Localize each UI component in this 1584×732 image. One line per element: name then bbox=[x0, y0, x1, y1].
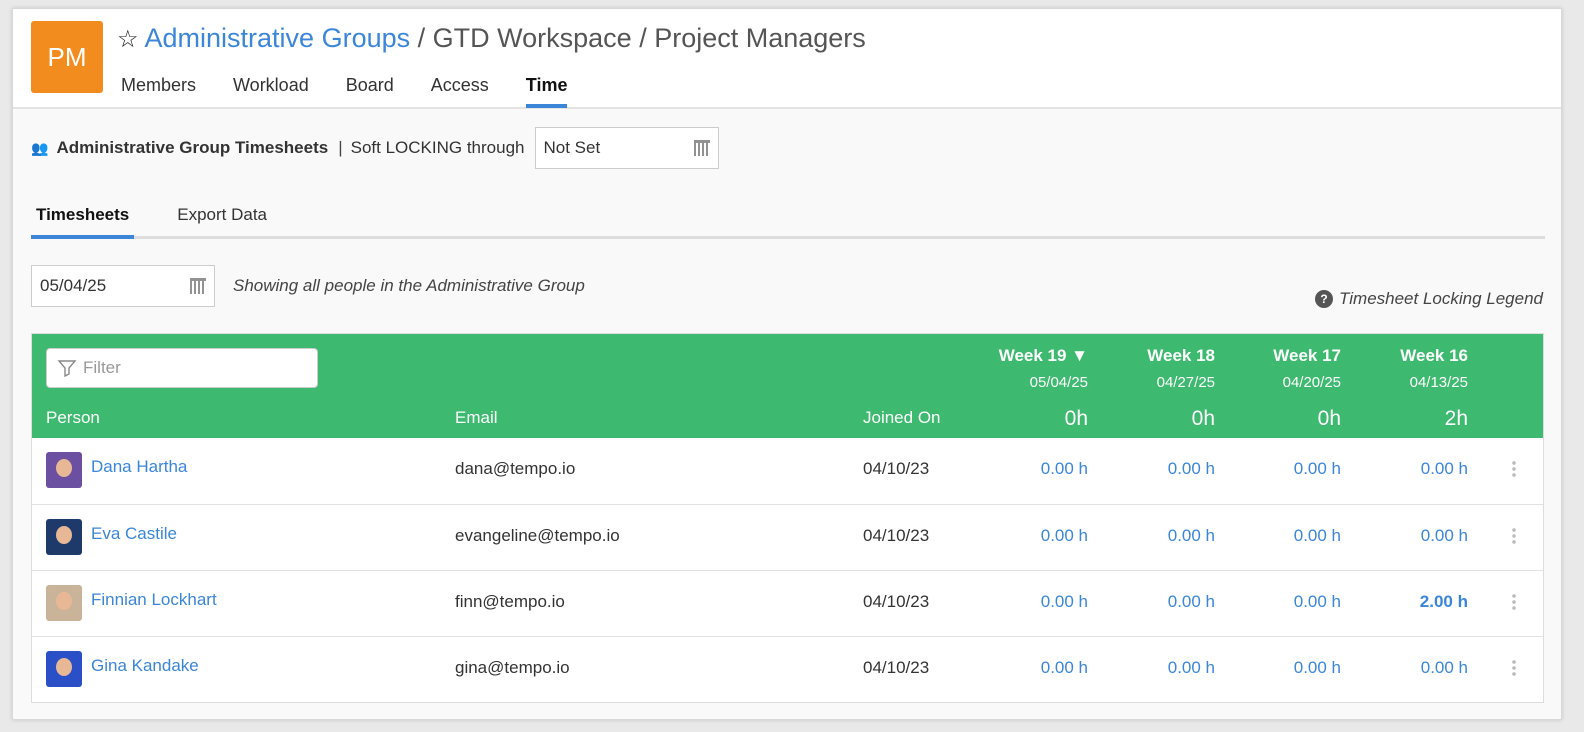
hours-cell[interactable]: 0.00 h bbox=[1293, 592, 1341, 611]
breadcrumb-administrative-groups[interactable]: Administrative Groups bbox=[144, 23, 411, 53]
hours-cell[interactable]: 2.00 h bbox=[1419, 592, 1468, 611]
column-week[interactable]: Week 16 04/13/25 2h bbox=[1328, 346, 1468, 431]
person-name-link[interactable]: Finnian Lockhart bbox=[91, 590, 217, 609]
locking-legend-link[interactable]: ? Timesheet Locking Legend bbox=[1315, 289, 1543, 309]
hours-cell[interactable]: 0.00 h bbox=[1293, 526, 1341, 545]
week-total: 0h bbox=[1191, 407, 1215, 430]
week-name: Week 17 bbox=[1273, 346, 1341, 365]
tab-access[interactable]: Access bbox=[430, 75, 489, 95]
group-logo: PM bbox=[31, 21, 103, 93]
week-total: 0h bbox=[1064, 407, 1088, 430]
week-date-input[interactable]: 05/04/25 bbox=[31, 265, 215, 307]
hours-cell[interactable]: 0.00 h bbox=[1420, 526, 1468, 545]
hours-cell[interactable]: 0.00 h bbox=[1167, 526, 1215, 545]
locking-bar: 👥 Administrative Group Timesheets | Soft… bbox=[31, 127, 719, 169]
hours-cell[interactable]: 0.00 h bbox=[1040, 592, 1088, 611]
showing-note: Showing all people in the Administrative… bbox=[233, 276, 585, 295]
hours-cell[interactable]: 0.00 h bbox=[1167, 592, 1215, 611]
email: finn@tempo.io bbox=[455, 592, 565, 611]
email: dana@tempo.io bbox=[455, 459, 576, 478]
calendar-icon[interactable] bbox=[693, 140, 710, 156]
sub-tabs: Timesheets Export Data bbox=[31, 197, 1545, 239]
timesheets-title: Administrative Group Timesheets bbox=[56, 138, 329, 157]
more-options-icon[interactable] bbox=[1512, 527, 1516, 545]
week-name: Week 16 bbox=[1400, 346, 1468, 365]
avatar bbox=[46, 585, 82, 621]
table-header: Filter Person Email Joined On Week 19 ▼ 0… bbox=[32, 334, 1543, 438]
email: evangeline@tempo.io bbox=[455, 526, 620, 545]
hours-cell[interactable]: 0.00 h bbox=[1293, 459, 1341, 478]
hours-cell[interactable]: 0.00 h bbox=[1167, 658, 1215, 677]
filter-input[interactable]: Filter bbox=[46, 348, 318, 388]
week-date: 05/04/25 bbox=[1029, 374, 1088, 391]
column-person[interactable]: Person bbox=[46, 408, 100, 427]
column-week[interactable]: Week 17 04/20/25 0h bbox=[1201, 346, 1341, 431]
week-date: 04/13/25 bbox=[1409, 374, 1468, 391]
header: PM ☆ Administrative Groups / GTD Workspac… bbox=[13, 9, 1561, 109]
joined-on: 04/10/23 bbox=[863, 526, 930, 545]
hours-cell[interactable]: 0.00 h bbox=[1293, 658, 1341, 677]
week-name: Week 18 bbox=[1147, 346, 1215, 365]
avatar bbox=[46, 651, 82, 687]
hours-cell[interactable]: 0.00 h bbox=[1040, 658, 1088, 677]
more-options-icon[interactable] bbox=[1512, 593, 1516, 611]
person-name-link[interactable]: Dana Hartha bbox=[91, 457, 188, 476]
star-icon[interactable]: ☆ bbox=[117, 26, 139, 53]
column-email[interactable]: Email bbox=[455, 408, 498, 427]
legend-label: Timesheet Locking Legend bbox=[1339, 289, 1543, 308]
joined-on: 04/10/23 bbox=[863, 459, 930, 478]
person-name-link[interactable]: Gina Kandake bbox=[91, 656, 199, 675]
hours-cell[interactable]: 0.00 h bbox=[1167, 459, 1215, 478]
separator: | bbox=[338, 138, 343, 157]
week-date: 04/27/25 bbox=[1156, 374, 1215, 391]
week-date-value: 05/04/25 bbox=[40, 276, 107, 295]
hours-cell[interactable]: 0.00 h bbox=[1420, 459, 1468, 478]
avatar bbox=[46, 519, 82, 555]
hours-cell[interactable]: 0.00 h bbox=[1040, 526, 1088, 545]
email: gina@tempo.io bbox=[455, 658, 570, 677]
locking-date-value: Not Set bbox=[543, 138, 601, 157]
filter-placeholder: Filter bbox=[83, 358, 121, 377]
table-row: Finnian Lockhart finn@tempo.io 04/10/23 0… bbox=[32, 570, 1543, 636]
table-row: Eva Castile evangeline@tempo.io 04/10/23… bbox=[32, 504, 1543, 570]
date-row: 05/04/25 Showing all people in the Admin… bbox=[31, 265, 585, 307]
breadcrumb-project-managers: Project Managers bbox=[654, 23, 866, 53]
week-name: Week 19 ▼ bbox=[998, 346, 1088, 365]
table-row: Dana Hartha dana@tempo.io 04/10/23 0.00 h… bbox=[32, 438, 1543, 504]
timesheet-table: Filter Person Email Joined On Week 19 ▼ 0… bbox=[31, 333, 1544, 703]
locking-date-input[interactable]: Not Set bbox=[534, 127, 719, 169]
joined-on: 04/10/23 bbox=[863, 658, 930, 677]
column-week[interactable]: Week 18 04/27/25 0h bbox=[1075, 346, 1215, 431]
hours-cell[interactable]: 0.00 h bbox=[1040, 459, 1088, 478]
week-total: 2h bbox=[1444, 407, 1468, 430]
tab-timesheets[interactable]: Timesheets bbox=[31, 197, 135, 239]
person-name-link[interactable]: Eva Castile bbox=[91, 524, 177, 543]
tab-board[interactable]: Board bbox=[345, 75, 394, 95]
column-week[interactable]: Week 19 ▼ 05/04/25 0h bbox=[948, 346, 1088, 431]
table-row: Gina Kandake gina@tempo.io 04/10/23 0.00 … bbox=[32, 636, 1543, 702]
tab-members[interactable]: Members bbox=[121, 75, 197, 95]
tab-export-data[interactable]: Export Data bbox=[177, 205, 267, 224]
week-total: 0h bbox=[1317, 407, 1341, 430]
locking-label: Soft LOCKING through bbox=[350, 138, 525, 157]
breadcrumb: ☆ Administrative Groups / GTD Workspace /… bbox=[117, 23, 866, 53]
joined-on: 04/10/23 bbox=[863, 592, 930, 611]
hours-cell[interactable]: 0.00 h bbox=[1420, 658, 1468, 677]
filter-icon bbox=[57, 360, 77, 378]
avatar bbox=[46, 452, 82, 488]
help-icon: ? bbox=[1315, 290, 1334, 308]
more-options-icon[interactable] bbox=[1512, 460, 1516, 478]
group-icon: 👥 bbox=[31, 139, 49, 156]
main-tabs: Members Workload Board Access Time bbox=[121, 73, 604, 108]
week-date: 04/20/25 bbox=[1282, 374, 1341, 391]
more-options-icon[interactable] bbox=[1512, 659, 1516, 677]
breadcrumb-workspace: GTD Workspace bbox=[432, 23, 632, 53]
app-window: PM ☆ Administrative Groups / GTD Workspac… bbox=[12, 8, 1562, 720]
tab-workload[interactable]: Workload bbox=[233, 75, 309, 95]
tab-time[interactable]: Time bbox=[525, 73, 568, 108]
column-joined-on[interactable]: Joined On bbox=[863, 408, 941, 427]
calendar-icon[interactable] bbox=[190, 278, 206, 294]
